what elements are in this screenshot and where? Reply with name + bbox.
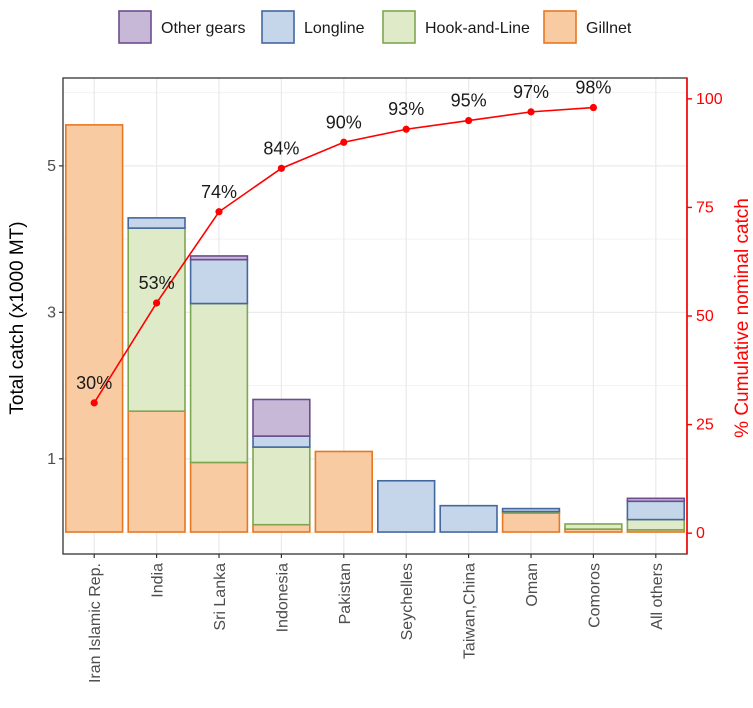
cumulative-pct-label: 30%	[76, 373, 112, 393]
cumulative-line: 30% 53% 74% 84% 90% 93% 95% 97% 98%	[76, 78, 611, 407]
x-tick-label: Seychelles	[399, 563, 416, 640]
bar-segment	[314, 450, 373, 533]
x-tick-label: Iran Islamic Rep.	[87, 563, 104, 683]
bar-segment	[252, 398, 311, 437]
legend-swatch	[261, 10, 295, 44]
x-tick-label: Oman	[524, 563, 541, 607]
cumulative-point	[340, 138, 348, 146]
x-tick-label: Sri Lanka	[212, 563, 229, 631]
legend-swatch	[382, 10, 416, 44]
y2-axis-title: % Cumulative nominal catch	[732, 198, 753, 438]
bar-segment	[189, 258, 249, 305]
cumulative-pct-label: 98%	[575, 78, 611, 98]
x-tick-label: Comoros	[586, 563, 603, 628]
bar-segment	[189, 255, 249, 261]
bar-segment	[252, 523, 311, 533]
cumulative-point	[527, 108, 535, 116]
cumulative-pct-label: 84%	[263, 138, 299, 158]
bar-segment	[439, 504, 498, 533]
bar-segment	[252, 446, 311, 526]
y2-tick-label: 100	[696, 91, 723, 108]
y-tick-label: 5	[47, 158, 56, 175]
y-tick-label: 3	[47, 304, 56, 321]
bar-segment	[127, 410, 186, 533]
bar-segment	[626, 518, 685, 531]
cumulative-pct-label: 97%	[513, 82, 549, 102]
legend: Other gears Longline Hook-and-Line Gillnet	[118, 10, 632, 44]
cumulative-point	[277, 164, 285, 172]
x-tick-label: Taiwan,China	[462, 563, 479, 659]
x-tick-label: All others	[649, 563, 666, 630]
bar-segment	[501, 507, 561, 513]
cumulative-point	[215, 208, 223, 216]
bar-segment	[127, 227, 186, 412]
cumulative-pct-label: 53%	[139, 273, 175, 293]
cumulative-point	[465, 116, 473, 125]
bars	[65, 124, 685, 533]
cumulative-point	[90, 399, 98, 407]
bar-segment	[501, 512, 561, 533]
y-axis-title: Total catch (x1000 MT)	[7, 221, 28, 414]
y2-tick-label: 25	[696, 417, 714, 434]
legend-label: Other gears	[161, 20, 245, 37]
legend-swatch	[118, 10, 152, 44]
bar-segment	[65, 124, 124, 533]
legend-swatch	[543, 10, 577, 44]
cumulative-point	[402, 125, 410, 133]
cumulative-pct-label: 90%	[326, 112, 362, 132]
cumulative-pct-label: 93%	[388, 99, 424, 119]
cumulative-pct-label: 74%	[201, 182, 237, 202]
bar-segment	[626, 497, 685, 503]
cumulative-pct-label: 95%	[451, 91, 487, 111]
y-tick-label: 1	[47, 451, 56, 468]
x-tick-label: India	[150, 563, 167, 598]
bar-segment	[377, 479, 436, 533]
y2-tick-label: 0	[696, 525, 705, 542]
legend-label: Gillnet	[586, 20, 632, 37]
legend-label: Hook-and-Line	[425, 20, 530, 37]
bar-segment	[564, 523, 623, 530]
cumulative-point	[589, 103, 598, 112]
bar-segment	[127, 217, 186, 229]
bar-segment	[626, 500, 685, 521]
bar-segment	[189, 461, 249, 533]
bar-segment	[252, 435, 311, 448]
x-tick-label: Indonesia	[274, 563, 291, 632]
bar-segment	[189, 302, 249, 464]
legend-label: Longline	[304, 20, 365, 37]
y2-tick-label: 50	[696, 308, 714, 325]
y2-tick-label: 75	[696, 199, 714, 216]
cumulative-point	[153, 299, 161, 307]
x-tick-label: Pakistan	[337, 563, 354, 624]
